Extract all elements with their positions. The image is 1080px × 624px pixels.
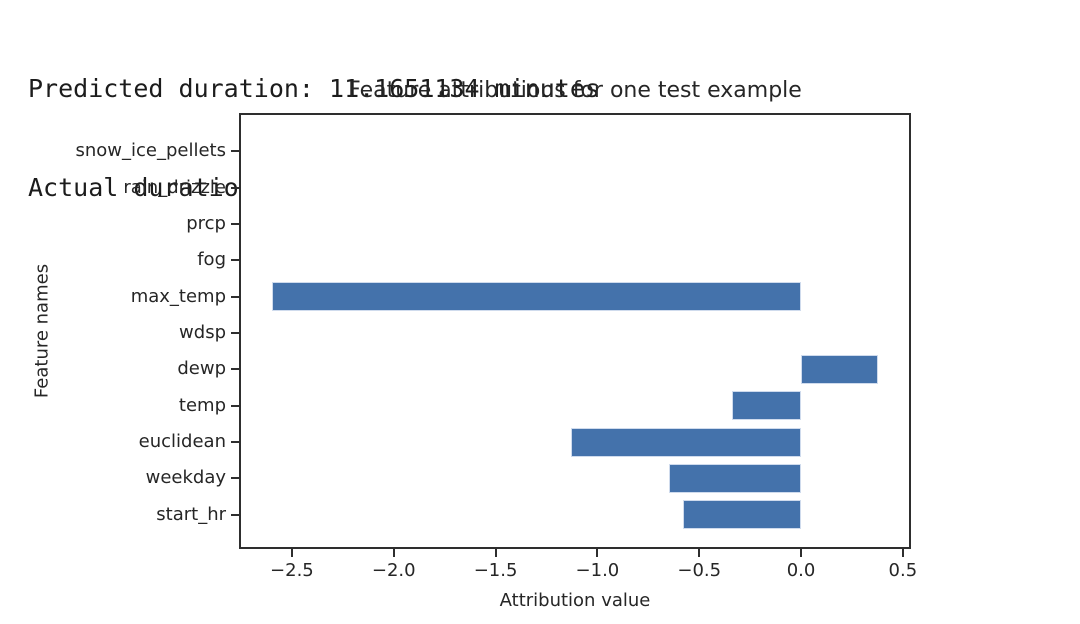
bar-weekday [668, 463, 802, 493]
y-tick-label-start_hr: start_hr [156, 503, 226, 525]
y-tick-mark [231, 441, 239, 444]
x-tick-mark [596, 549, 599, 557]
bar-temp [731, 391, 802, 421]
x-tick-mark [494, 549, 497, 557]
bar-euclidean [570, 427, 802, 457]
chart-title: Feature attributions for one test exampl… [348, 78, 802, 103]
y-tick-mark [231, 368, 239, 371]
x-tick-label-−2.5: −2.5 [270, 560, 314, 581]
y-tick-mark [231, 259, 239, 262]
predicted-duration-text: Predicted duration: 11.1651134 minutes [28, 74, 600, 103]
x-tick-label-0.0: 0.0 [786, 560, 816, 581]
x-tick-mark [392, 549, 395, 557]
y-tick-label-max_temp: max_temp [130, 285, 226, 307]
y-tick-label-temp: temp [178, 394, 226, 416]
y-tick-mark [231, 222, 239, 225]
y-tick-label-weekday: weekday [145, 467, 226, 489]
x-tick-mark [800, 549, 803, 557]
y-tick-mark [231, 295, 239, 298]
y-tick-mark [231, 150, 239, 153]
y-tick-label-snow_ice_pellets: snow_ice_pellets [75, 140, 226, 162]
x-axis-label: Attribution value [499, 590, 651, 611]
bar-max_temp [271, 282, 802, 312]
x-tick-mark [901, 549, 904, 557]
y-tick-mark [231, 404, 239, 407]
x-tick-mark [698, 549, 701, 557]
y-tick-label-euclidean: euclidean [138, 431, 226, 453]
y-tick-label-dewp: dewp [177, 358, 226, 380]
y-tick-mark [231, 186, 239, 189]
x-tick-label-0.5: 0.5 [888, 560, 918, 581]
bar-start_hr [682, 500, 802, 530]
y-tick-mark [231, 332, 239, 334]
plot-area [239, 113, 911, 549]
x-tick-label-−1.0: −1.0 [575, 560, 620, 581]
y-tick-mark [231, 477, 239, 480]
y-tick-label-prcp: prcp [186, 212, 226, 234]
bar-dewp [801, 354, 879, 384]
y-tick-label-fog: fog [197, 249, 226, 271]
x-tick-label-−2.0: −2.0 [371, 560, 416, 581]
x-tick-label-−0.5: −0.5 [677, 560, 722, 581]
x-tick-label-−1.5: −1.5 [473, 560, 518, 581]
y-tick-label-wdsp: wdsp [179, 322, 226, 343]
x-tick-mark [290, 549, 293, 557]
y-tick-mark [231, 513, 239, 516]
y-tick-label-rain_drizzle: rain_drizzle [123, 176, 226, 198]
